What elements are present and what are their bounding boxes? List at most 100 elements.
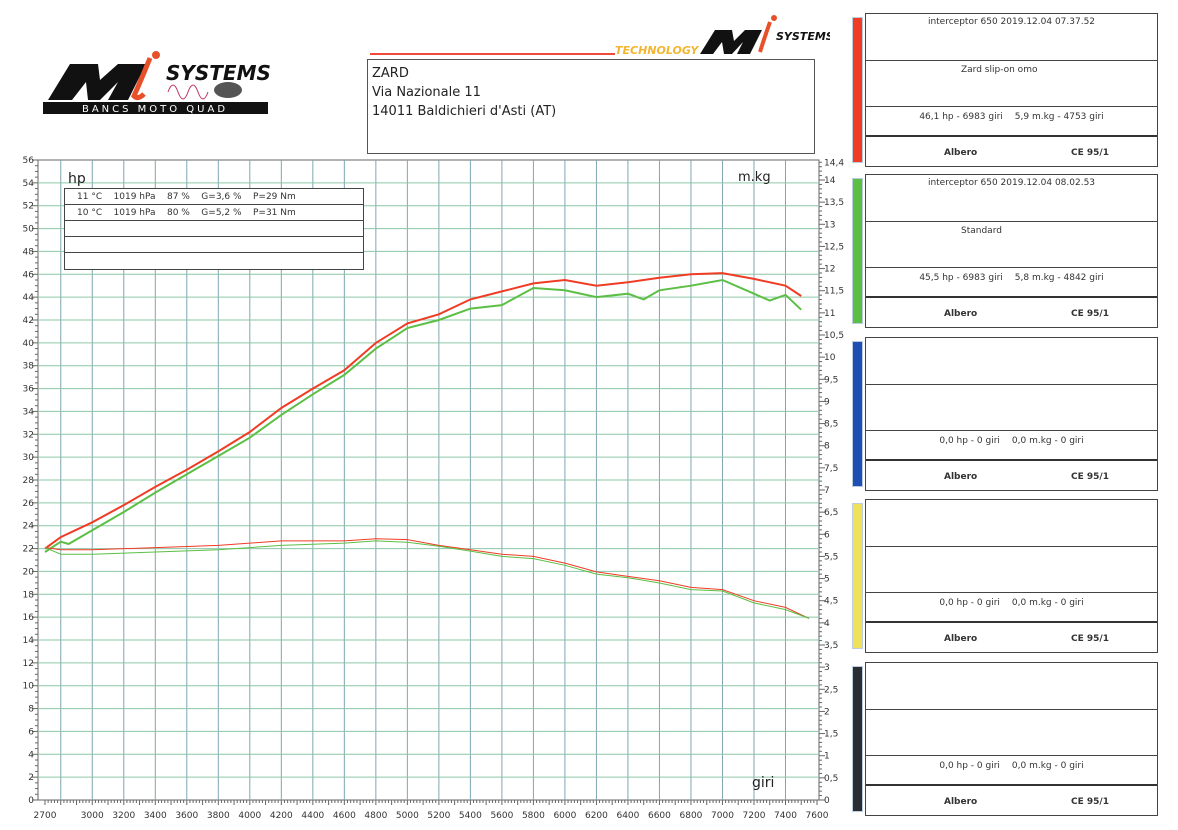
run-panel: interceptor 650 2019.12.04 07.37.52 Zard… xyxy=(852,13,1158,167)
run-footer: Albero CE 95/1 xyxy=(866,625,1157,652)
run-panel: 0,0 hp - 0 giri 0,0 m.kg - 0 giri Albero C… xyxy=(852,662,1158,816)
x-tick-label: 4200 xyxy=(270,811,293,821)
run-note-row xyxy=(866,710,1157,756)
y2-tick-label: 12,5 xyxy=(824,242,844,252)
shaft-label: Albero xyxy=(944,634,978,644)
conditions-row xyxy=(65,237,363,253)
y-tick-label: 28 xyxy=(23,476,35,486)
norm-label: CE 95/1 xyxy=(1071,634,1109,644)
y2-tick-label: 9 xyxy=(824,397,830,407)
y2-tick-label: 8 xyxy=(824,442,830,452)
y2-tick-label: 10 xyxy=(824,353,836,363)
run-footer: Albero CE 95/1 xyxy=(866,463,1157,490)
y-tick-label: 40 xyxy=(23,339,35,349)
y2-tick-label: 8,5 xyxy=(824,420,838,430)
y-tick-label: 26 xyxy=(23,499,35,509)
x-tick-label: 4000 xyxy=(238,811,261,821)
x-tick-label: 7000 xyxy=(711,811,734,821)
svg-text:SYSTEMS: SYSTEMS xyxy=(776,30,830,43)
x-tick-label: 5200 xyxy=(427,811,450,821)
x-tick-label: 5400 xyxy=(459,811,482,821)
dyno-chart: 0246810121416182022242628303234363840424… xyxy=(23,156,845,821)
run-title xyxy=(866,500,1157,547)
y-tick-label: 6 xyxy=(28,727,34,737)
series-line-torque-run-2 xyxy=(44,540,810,619)
y2-tick-label: 1 xyxy=(824,752,830,762)
shaft-label: Albero xyxy=(944,797,978,807)
conditions-row xyxy=(65,253,363,269)
y2-tick-label: 13 xyxy=(824,220,835,230)
run-footer: Albero CE 95/1 xyxy=(866,300,1157,327)
y-tick-label: 56 xyxy=(23,156,35,166)
run-peaks: 46,1 hp - 6983 giri 5,9 m.kg - 4753 giri xyxy=(866,107,1157,137)
run-color-swatch xyxy=(852,666,863,812)
peak-torque: 5,9 m.kg - 4753 giri xyxy=(1014,112,1104,122)
y-tick-label: 12 xyxy=(23,659,34,669)
x-tick-label: 7600 xyxy=(806,811,829,821)
y-tick-label: 20 xyxy=(23,567,35,577)
y-tick-label: 36 xyxy=(23,385,35,395)
x-tick-label: 5800 xyxy=(522,811,545,821)
x-tick-label: 7400 xyxy=(774,811,797,821)
y2-tick-label: 13,5 xyxy=(824,198,844,208)
norm-label: CE 95/1 xyxy=(1071,148,1109,158)
run-info-box: 0,0 hp - 0 giri 0,0 m.kg - 0 giri Albero C… xyxy=(865,499,1158,653)
y2-tick-label: 6 xyxy=(824,530,830,540)
shaft-label: Albero xyxy=(944,472,978,482)
y2-tick-label: 14,4 xyxy=(824,158,844,168)
run-footer: Albero CE 95/1 xyxy=(866,788,1157,815)
x-tick-label: 4800 xyxy=(364,811,387,821)
x-tick-label: 5600 xyxy=(490,811,513,821)
run-footer: Albero CE 95/1 xyxy=(866,139,1157,166)
address-name: ZARD xyxy=(372,66,409,81)
shaft-label: Albero xyxy=(944,309,978,319)
run-note-row xyxy=(866,547,1157,593)
series-line-power-run-2 xyxy=(44,278,802,553)
run-peaks: 45,5 hp - 6983 giri 5,8 m.kg - 4842 giri xyxy=(866,268,1157,298)
run-info-box: interceptor 650 2019.12.04 08.02.53 Stan… xyxy=(865,174,1158,328)
y-tick-label: 16 xyxy=(23,613,35,623)
y2-axis-label: m.kg xyxy=(738,170,771,185)
x-tick-label: 3000 xyxy=(81,811,104,821)
run-title: interceptor 650 2019.12.04 08.02.53 xyxy=(866,175,1157,222)
x-tick-label: 5000 xyxy=(396,811,419,821)
y2-tick-label: 1,5 xyxy=(824,730,838,740)
y2-tick-label: 11,5 xyxy=(824,287,844,297)
y2-tick-label: 0,5 xyxy=(824,774,838,784)
run-info-box: 0,0 hp - 0 giri 0,0 m.kg - 0 giri Albero C… xyxy=(865,662,1158,816)
peak-torque: 0,0 m.kg - 0 giri xyxy=(1011,761,1084,771)
run-peaks: 0,0 hp - 0 giri 0,0 m.kg - 0 giri xyxy=(866,756,1157,786)
y-tick-label: 24 xyxy=(23,522,35,532)
peak-power: 46,1 hp - 6983 giri xyxy=(919,112,1003,122)
run-peaks: 0,0 hp - 0 giri 0,0 m.kg - 0 giri xyxy=(866,431,1157,461)
norm-label: CE 95/1 xyxy=(1071,472,1109,482)
x-tick-label: 6400 xyxy=(616,811,639,821)
x-tick-label: 6200 xyxy=(585,811,608,821)
y2-tick-label: 11 xyxy=(824,309,835,319)
x-tick-label: 3600 xyxy=(175,811,198,821)
customer-address: ZARD Via Nazionale 11 14011 Baldichieri … xyxy=(367,59,815,154)
x-tick-label: 4400 xyxy=(301,811,324,821)
shaft-label: Albero xyxy=(944,148,978,158)
y-tick-label: 10 xyxy=(23,682,35,692)
run-info-box: 0,0 hp - 0 giri 0,0 m.kg - 0 giri Albero C… xyxy=(865,337,1158,491)
svg-text:BANCS MOTO QUAD: BANCS MOTO QUAD xyxy=(82,104,228,115)
y2-tick-label: 6,5 xyxy=(824,508,838,518)
norm-label: CE 95/1 xyxy=(1071,797,1109,807)
run-color-swatch xyxy=(852,178,863,324)
peak-power: 0,0 hp - 0 giri xyxy=(939,761,1000,771)
y-tick-label: 52 xyxy=(23,202,34,212)
peak-torque: 0,0 m.kg - 0 giri xyxy=(1011,598,1084,608)
y2-tick-label: 5,5 xyxy=(824,552,838,562)
series-line-torque-run-1 xyxy=(44,538,810,619)
y2-tick-label: 7 xyxy=(824,486,830,496)
run-color-swatch xyxy=(852,503,863,649)
y2-tick-label: 14 xyxy=(824,176,836,186)
y-tick-label: 48 xyxy=(23,247,35,257)
run-panel: 0,0 hp - 0 giri 0,0 m.kg - 0 giri Albero C… xyxy=(852,337,1158,491)
svg-text:SYSTEMS: SYSTEMS xyxy=(166,61,271,85)
y2-tick-label: 2,5 xyxy=(824,685,838,695)
y-tick-label: 14 xyxy=(23,636,35,646)
y2-tick-label: 0 xyxy=(824,796,830,806)
y-tick-label: 32 xyxy=(23,430,34,440)
